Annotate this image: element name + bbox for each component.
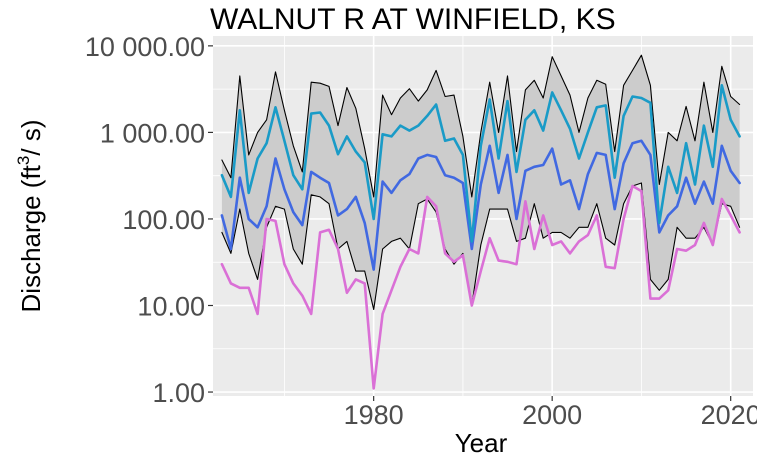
y-axis-ticks: 1.00 10.00 100.00 1 000.00 10 000.00 bbox=[85, 32, 213, 408]
y-tick-label: 10.00 bbox=[137, 291, 205, 321]
x-tick-label: 1980 bbox=[344, 400, 404, 430]
y-axis-title-tail: / s) bbox=[16, 120, 46, 156]
y-axis-title-superscript: 3 bbox=[14, 156, 33, 165]
x-tick-label: 2020 bbox=[701, 400, 757, 430]
band-lower-edge bbox=[221, 182, 741, 311]
y-axis-title: Discharge (ft3/ s) bbox=[14, 120, 46, 313]
y-tick-label: 100.00 bbox=[122, 205, 205, 235]
chart-title: WALNUT R AT WINFIELD, KS bbox=[210, 3, 616, 36]
series-line-upper bbox=[220, 84, 741, 243]
series-line-middle bbox=[220, 139, 741, 271]
series-line-lower bbox=[220, 184, 741, 390]
x-tick-label: 2000 bbox=[522, 400, 582, 430]
x-axis-ticks: 1980 2000 2020 bbox=[344, 396, 757, 430]
y-tick-label: 10 000.00 bbox=[85, 32, 205, 62]
x-axis-title: Year bbox=[455, 428, 508, 458]
band-upper-edge bbox=[221, 54, 741, 198]
series-lines bbox=[220, 54, 741, 390]
y-axis-title-base: Discharge (ft bbox=[16, 164, 46, 312]
y-tick-label: 1 000.00 bbox=[100, 118, 205, 148]
y-tick-label: 1.00 bbox=[152, 378, 205, 408]
